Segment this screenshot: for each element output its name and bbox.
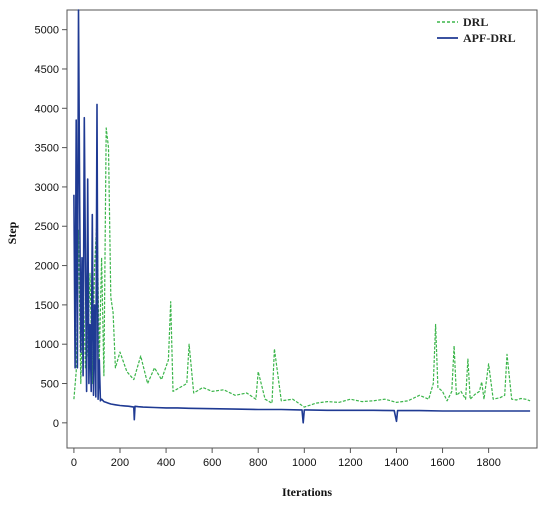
y-axis-ticks: 0 500 1000 1500 2000 2500 3000 3500 4000 4500 5000 [35,25,67,430]
x-tick-label: 400 [157,457,175,469]
x-tick-label: 200 [111,457,129,469]
y-tick-label: 5000 [35,25,59,37]
x-tick-label: 1000 [292,457,316,469]
y-tick-label: 4500 [35,64,59,76]
series-layer [73,9,531,424]
y-tick-label: 0 [53,418,59,430]
x-tick-label: 600 [203,457,221,469]
x-tick-label: 0 [71,457,77,469]
x-tick-label: 1600 [430,457,454,469]
series-line-drl [73,127,531,408]
y-tick-label: 3500 [35,143,59,155]
legend-label-apf-drl: APF-DRL [463,31,516,45]
x-tick-label: 1400 [384,457,408,469]
x-tick-label: 1800 [476,457,500,469]
y-tick-label: 500 [41,379,59,391]
y-tick-label: 1500 [35,300,59,312]
x-tick-label: 800 [249,457,267,469]
x-tick-label: 1200 [338,457,362,469]
y-tick-label: 2500 [35,221,59,233]
x-axis-title: Iterations [282,485,332,499]
y-tick-label: 1000 [35,339,59,351]
y-tick-label: 3000 [35,182,59,194]
y-tick-label: 4000 [35,103,59,115]
legend-label-drl: DRL [463,15,488,29]
legend: DRL APF-DRL [437,15,516,45]
y-axis-title: Step [5,221,19,244]
plot-frame [66,9,538,449]
x-axis-ticks: 0 200 400 600 800 1000 1200 1400 1600 1800 [71,448,501,469]
y-tick-label: 2000 [35,261,59,273]
series-line-apf-drl [73,9,531,424]
